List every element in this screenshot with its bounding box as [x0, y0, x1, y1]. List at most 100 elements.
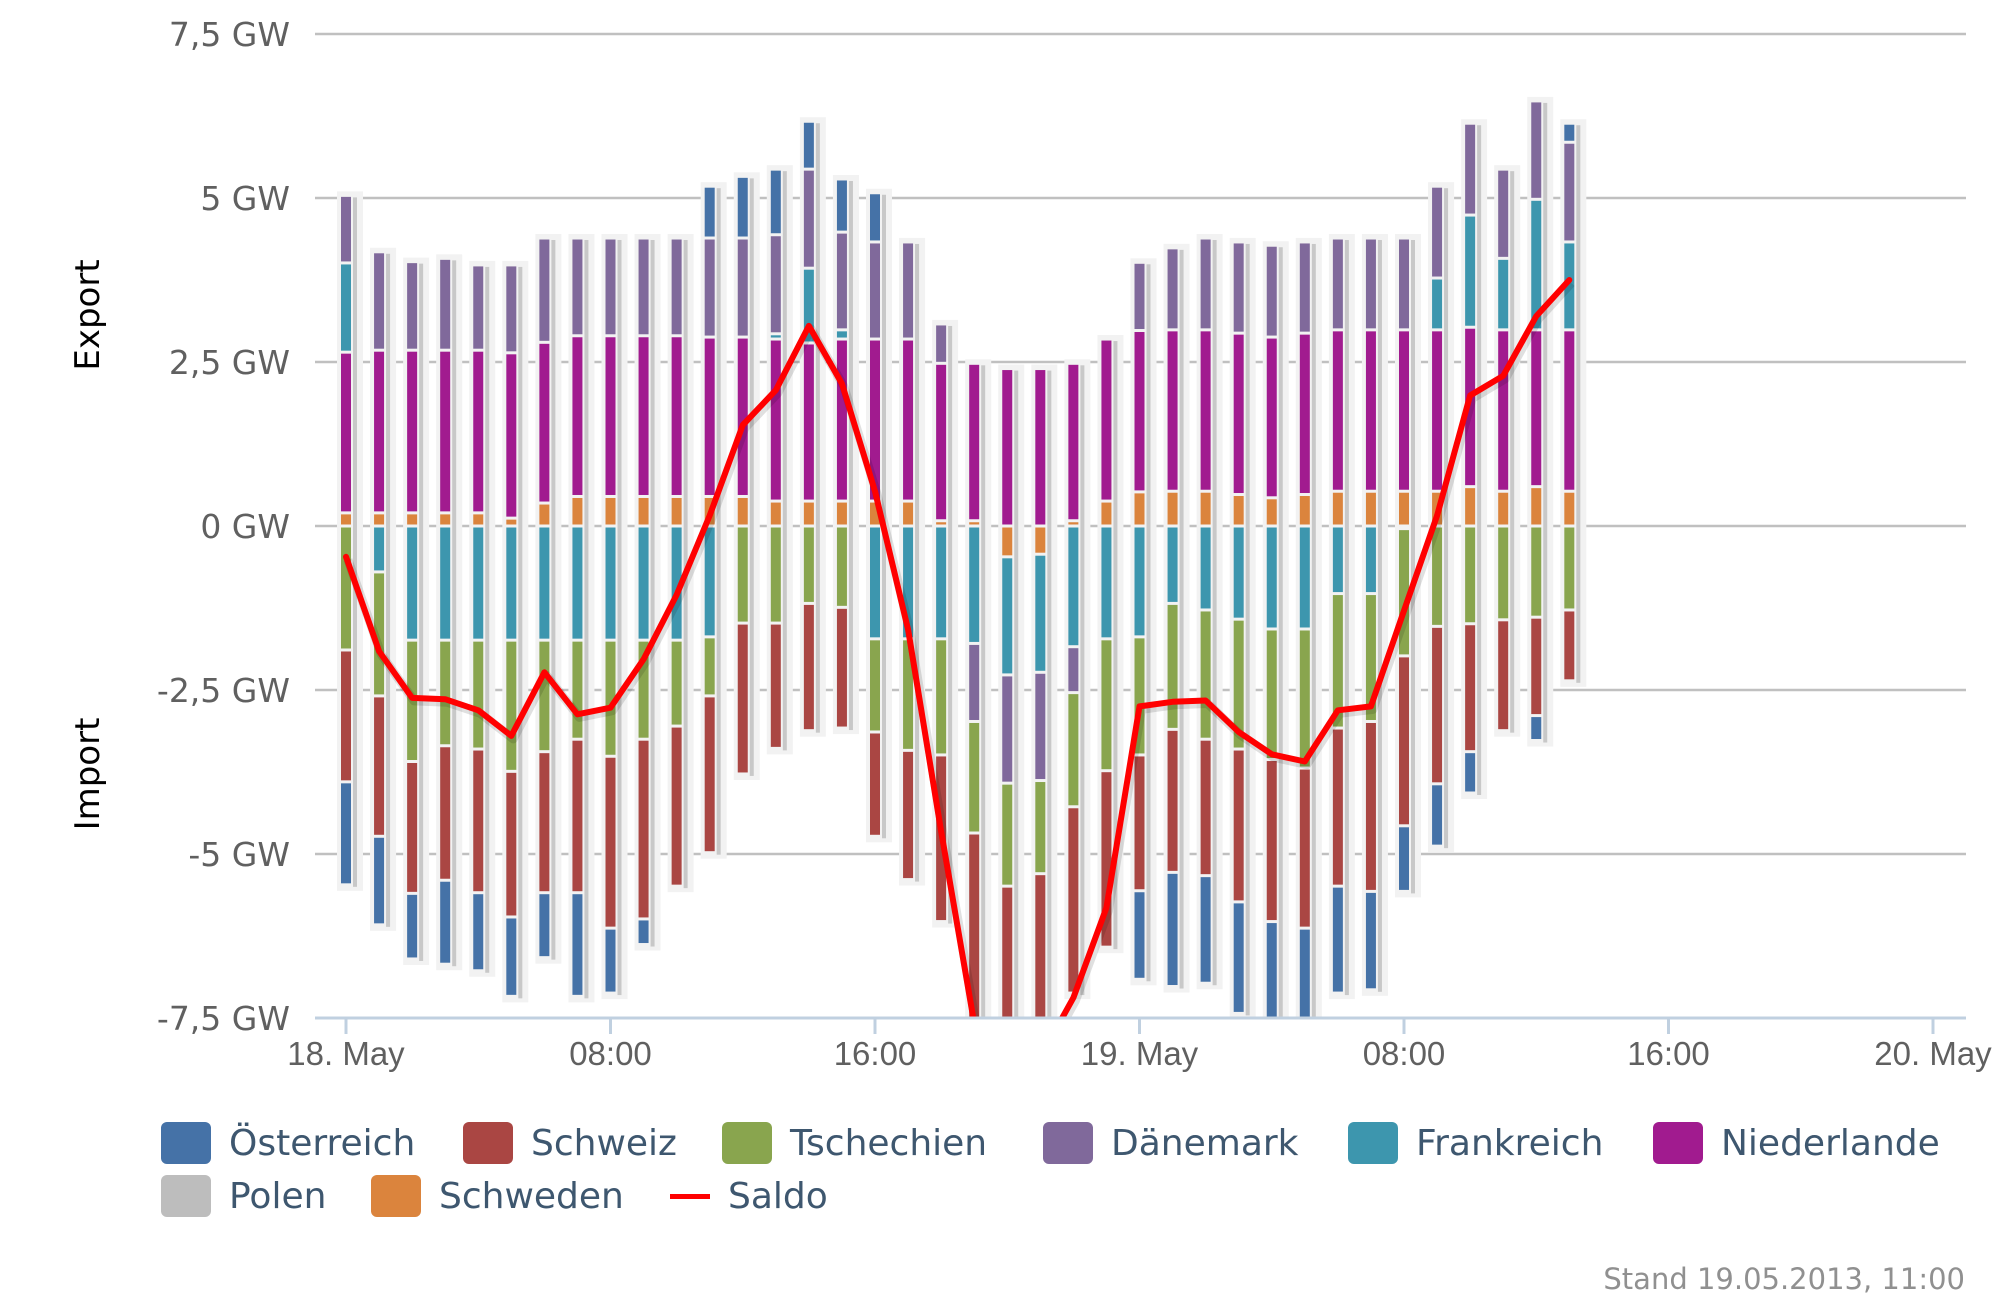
- bar-segment-schweden[interactable]: [737, 497, 748, 525]
- bar-segment-schweden[interactable]: [605, 497, 616, 525]
- bar-segment-niederlande[interactable]: [1498, 331, 1509, 490]
- bar-segment-tschechien[interactable]: [770, 527, 781, 622]
- legend-item-saldo[interactable]: Saldo: [666, 1171, 828, 1221]
- bar-segment-schweden[interactable]: [1101, 502, 1112, 525]
- bar-segment-tschechien[interactable]: [1299, 630, 1310, 767]
- bar-segment-österreich[interactable]: [506, 918, 517, 995]
- bar-segment-schweiz[interactable]: [1365, 722, 1376, 890]
- bar-segment-dänemark[interactable]: [671, 239, 682, 335]
- bar-segment-österreich[interactable]: [1432, 785, 1443, 845]
- bar-segment-tschechien[interactable]: [1101, 640, 1112, 770]
- bar-segment-niederlande[interactable]: [1266, 338, 1277, 497]
- bar-segment-frankreich[interactable]: [407, 527, 418, 639]
- bar-segment-dänemark[interactable]: [1233, 243, 1244, 332]
- bar-segment-tschechien[interactable]: [1167, 604, 1178, 728]
- bar-segment-frankreich[interactable]: [936, 527, 947, 638]
- bar-segment-tschechien[interactable]: [1564, 527, 1575, 609]
- bar-segment-schweiz[interactable]: [1002, 887, 1013, 1049]
- bar-segment-österreich[interactable]: [1233, 903, 1244, 1012]
- bar-segment-frankreich[interactable]: [1432, 279, 1443, 329]
- bar-segment-niederlande[interactable]: [407, 351, 418, 512]
- bar-segment-österreich[interactable]: [770, 170, 781, 234]
- bar-segment-österreich[interactable]: [407, 894, 418, 958]
- bar-segment-frankreich[interactable]: [1266, 527, 1277, 628]
- bar-segment-schweden[interactable]: [407, 514, 418, 525]
- bar-segment-frankreich[interactable]: [969, 527, 980, 642]
- legend-item-schweiz[interactable]: Schweiz: [463, 1118, 677, 1168]
- bar-segment-österreich[interactable]: [870, 194, 880, 241]
- bar-segment-dänemark[interactable]: [836, 233, 847, 329]
- bar-segment-österreich[interactable]: [341, 783, 351, 884]
- bar-segment-dänemark[interactable]: [969, 644, 980, 720]
- bar-segment-niederlande[interactable]: [1002, 370, 1013, 525]
- bar-segment-schweiz[interactable]: [1167, 730, 1178, 871]
- bar-segment-frankreich[interactable]: [1564, 243, 1575, 329]
- bar-segment-frankreich[interactable]: [539, 527, 550, 639]
- bar-segment-österreich[interactable]: [1266, 923, 1277, 1025]
- bar-segment-niederlande[interactable]: [1299, 334, 1310, 494]
- bar-segment-frankreich[interactable]: [1299, 527, 1310, 628]
- bar-segment-dänemark[interactable]: [1167, 249, 1178, 329]
- bar-segment-tschechien[interactable]: [1266, 630, 1277, 759]
- bar-segment-dänemark[interactable]: [1200, 239, 1211, 329]
- bar-segment-österreich[interactable]: [1332, 887, 1343, 992]
- bar-segment-österreich[interactable]: [1365, 892, 1376, 989]
- legend-item-frankreich[interactable]: Frankreich: [1348, 1118, 1603, 1168]
- bar-segment-frankreich[interactable]: [440, 527, 451, 639]
- bar-segment-niederlande[interactable]: [374, 351, 385, 512]
- bar-segment-schweden[interactable]: [770, 502, 781, 525]
- bar-segment-niederlande[interactable]: [737, 338, 748, 495]
- bar-segment-schweden[interactable]: [341, 514, 351, 525]
- bar-segment-schweden[interactable]: [1365, 492, 1376, 525]
- bar-segment-schweden[interactable]: [969, 522, 980, 525]
- bar-segment-niederlande[interactable]: [638, 337, 649, 495]
- bar-segment-dänemark[interactable]: [1365, 239, 1376, 329]
- bar-segment-dänemark[interactable]: [473, 266, 484, 349]
- bar-segment-dänemark[interactable]: [1035, 673, 1046, 780]
- bar-segment-dänemark[interactable]: [803, 170, 814, 267]
- bar-segment-schweiz[interactable]: [903, 751, 914, 879]
- bar-segment-schweiz[interactable]: [803, 604, 814, 730]
- legend-item-schweden[interactable]: Schweden: [371, 1171, 624, 1221]
- bar-segment-österreich[interactable]: [473, 894, 484, 970]
- bar-segment-dänemark[interactable]: [737, 239, 748, 336]
- bar-segment-dänemark[interactable]: [572, 239, 583, 335]
- bar-segment-schweden[interactable]: [836, 502, 847, 525]
- bar-segment-frankreich[interactable]: [836, 331, 847, 338]
- bar-segment-frankreich[interactable]: [770, 335, 781, 338]
- bar-segment-dänemark[interactable]: [1465, 124, 1476, 214]
- bar-segment-niederlande[interactable]: [1365, 331, 1376, 490]
- bar-segment-niederlande[interactable]: [870, 340, 880, 500]
- bar-segment-frankreich[interactable]: [341, 264, 351, 351]
- bar-segment-schweden[interactable]: [539, 504, 550, 525]
- bar-segment-österreich[interactable]: [1299, 929, 1310, 1032]
- bar-segment-frankreich[interactable]: [1233, 527, 1244, 618]
- bar-segment-schweden[interactable]: [440, 514, 451, 525]
- bar-segment-schweiz[interactable]: [836, 608, 847, 727]
- bar-segment-frankreich[interactable]: [803, 269, 814, 342]
- bar-segment-tschechien[interactable]: [737, 527, 748, 622]
- bar-segment-schweiz[interactable]: [1068, 808, 1079, 992]
- bar-segment-schweden[interactable]: [870, 502, 880, 525]
- bar-segment-schweiz[interactable]: [870, 733, 880, 835]
- bar-segment-niederlande[interactable]: [341, 353, 351, 512]
- bar-segment-tschechien[interactable]: [1068, 694, 1079, 806]
- bar-segment-frankreich[interactable]: [1531, 200, 1542, 329]
- bar-segment-tschechien[interactable]: [1498, 527, 1509, 619]
- bar-segment-schweiz[interactable]: [374, 697, 385, 835]
- bar-segment-schweiz[interactable]: [671, 727, 682, 885]
- bar-segment-dänemark[interactable]: [1432, 187, 1443, 277]
- bar-segment-schweden[interactable]: [1035, 527, 1046, 553]
- bar-segment-niederlande[interactable]: [1134, 332, 1145, 491]
- bar-segment-dänemark[interactable]: [1134, 263, 1145, 330]
- bar-segment-schweiz[interactable]: [969, 834, 980, 1029]
- bar-segment-niederlande[interactable]: [704, 338, 715, 495]
- bar-segment-frankreich[interactable]: [1167, 527, 1178, 602]
- bar-segment-schweden[interactable]: [638, 497, 649, 525]
- bar-segment-österreich[interactable]: [1531, 717, 1542, 740]
- bar-segment-tschechien[interactable]: [506, 641, 517, 770]
- bar-segment-österreich[interactable]: [803, 122, 814, 168]
- bar-segment-frankreich[interactable]: [1035, 555, 1046, 671]
- bar-segment-niederlande[interactable]: [473, 351, 484, 512]
- bar-segment-dänemark[interactable]: [903, 243, 914, 338]
